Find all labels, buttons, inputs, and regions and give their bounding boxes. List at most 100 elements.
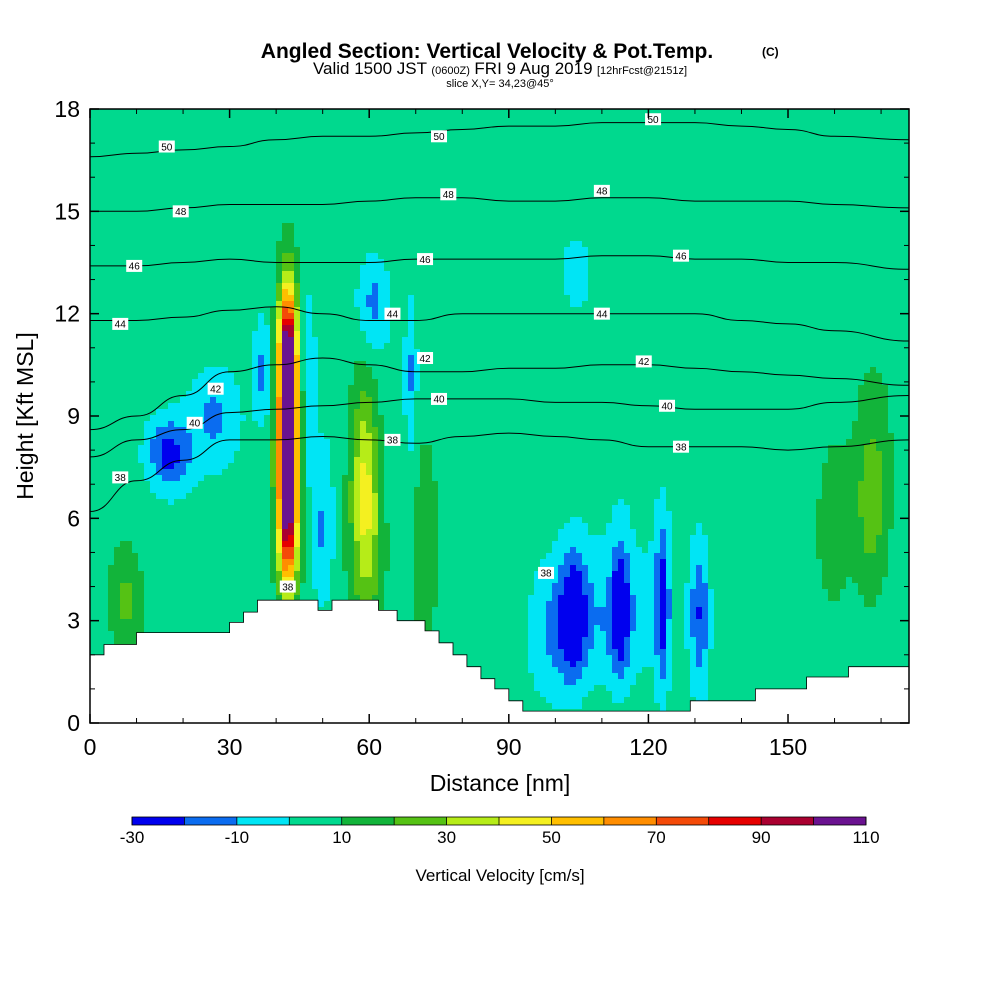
velocity-cell xyxy=(612,163,619,170)
velocity-cell xyxy=(396,235,403,242)
velocity-cell xyxy=(606,277,613,284)
velocity-cell xyxy=(510,115,517,122)
velocity-cell xyxy=(750,235,757,242)
velocity-cell xyxy=(810,169,817,176)
velocity-cell xyxy=(648,205,655,212)
velocity-cell xyxy=(402,313,409,320)
velocity-cell xyxy=(366,145,373,152)
velocity-cell xyxy=(816,175,823,182)
velocity-cell xyxy=(96,163,103,170)
velocity-cell xyxy=(690,307,697,314)
velocity-cell xyxy=(690,229,697,236)
velocity-cell xyxy=(378,121,385,128)
velocity-cell xyxy=(834,199,841,206)
velocity-cell xyxy=(870,121,877,128)
velocity-cell xyxy=(888,277,895,284)
velocity-cell xyxy=(522,109,529,116)
velocity-cell xyxy=(108,133,115,140)
velocity-cell xyxy=(756,157,763,164)
velocity-cell xyxy=(384,325,391,332)
velocity-cell xyxy=(294,145,301,152)
velocity-cell xyxy=(228,163,235,170)
velocity-cell xyxy=(90,127,97,134)
velocity-cell xyxy=(360,145,367,152)
velocity-cell xyxy=(270,121,277,128)
velocity-cell xyxy=(144,241,151,248)
velocity-cell xyxy=(738,145,745,152)
velocity-cell xyxy=(198,187,205,194)
velocity-cell xyxy=(846,265,853,272)
velocity-cell xyxy=(660,277,667,284)
velocity-cell xyxy=(510,169,517,176)
velocity-cell xyxy=(414,211,421,218)
velocity-cell xyxy=(474,259,481,266)
velocity-cell xyxy=(192,115,199,122)
velocity-cell xyxy=(402,319,409,326)
velocity-cell xyxy=(378,151,385,158)
velocity-cell xyxy=(240,169,247,176)
velocity-cell xyxy=(840,229,847,236)
velocity-cell xyxy=(750,241,757,248)
velocity-cell xyxy=(408,199,415,206)
velocity-cell xyxy=(558,181,565,188)
velocity-cell xyxy=(888,217,895,224)
velocity-cell xyxy=(774,187,781,194)
velocity-cell xyxy=(486,301,493,308)
velocity-cell xyxy=(534,313,541,320)
velocity-cell xyxy=(444,169,451,176)
velocity-cell xyxy=(456,205,463,212)
velocity-cell xyxy=(336,163,343,170)
velocity-cell xyxy=(516,187,523,194)
velocity-cell xyxy=(510,157,517,164)
velocity-cell xyxy=(384,259,391,266)
velocity-cell xyxy=(804,295,811,302)
velocity-cell xyxy=(402,247,409,254)
velocity-cell xyxy=(798,151,805,158)
velocity-cell xyxy=(144,115,151,122)
velocity-cell xyxy=(540,283,547,290)
velocity-cell xyxy=(852,223,859,230)
velocity-cell xyxy=(648,181,655,188)
velocity-cell xyxy=(330,139,337,146)
velocity-cell xyxy=(564,169,571,176)
velocity-cell xyxy=(180,319,187,326)
velocity-cell xyxy=(114,115,121,122)
velocity-cell xyxy=(330,175,337,182)
velocity-cell xyxy=(390,133,397,140)
velocity-cell xyxy=(582,157,589,164)
velocity-cell xyxy=(600,157,607,164)
velocity-cell xyxy=(294,277,301,284)
velocity-cell xyxy=(504,127,511,134)
velocity-cell xyxy=(642,181,649,188)
velocity-cell xyxy=(468,109,475,116)
velocity-cell xyxy=(864,265,871,272)
velocity-cell xyxy=(678,205,685,212)
velocity-cell xyxy=(468,295,475,302)
title-block: Angled Section: Vertical Velocity & Pot.… xyxy=(261,40,779,90)
velocity-cell xyxy=(342,277,349,284)
velocity-cell xyxy=(342,271,349,278)
velocity-cell xyxy=(414,169,421,176)
velocity-cell xyxy=(156,247,163,254)
velocity-cell xyxy=(186,289,193,296)
velocity-cell xyxy=(552,259,559,266)
velocity-cell xyxy=(546,115,553,122)
velocity-cell xyxy=(564,295,571,302)
velocity-cell xyxy=(588,127,595,134)
velocity-cell xyxy=(882,277,889,284)
velocity-cell xyxy=(132,145,139,152)
velocity-cell xyxy=(318,181,325,188)
velocity-cell xyxy=(546,205,553,212)
velocity-cell xyxy=(360,307,367,314)
velocity-cell xyxy=(432,151,439,158)
velocity-cell xyxy=(546,151,553,158)
velocity-cell xyxy=(576,289,583,296)
velocity-cell xyxy=(132,217,139,224)
velocity-cell xyxy=(822,241,829,248)
velocity-cell xyxy=(222,271,229,278)
velocity-cell xyxy=(144,283,151,290)
velocity-cell xyxy=(156,241,163,248)
velocity-cell xyxy=(90,217,97,224)
velocity-cell xyxy=(186,187,193,194)
velocity-cell xyxy=(162,187,169,194)
